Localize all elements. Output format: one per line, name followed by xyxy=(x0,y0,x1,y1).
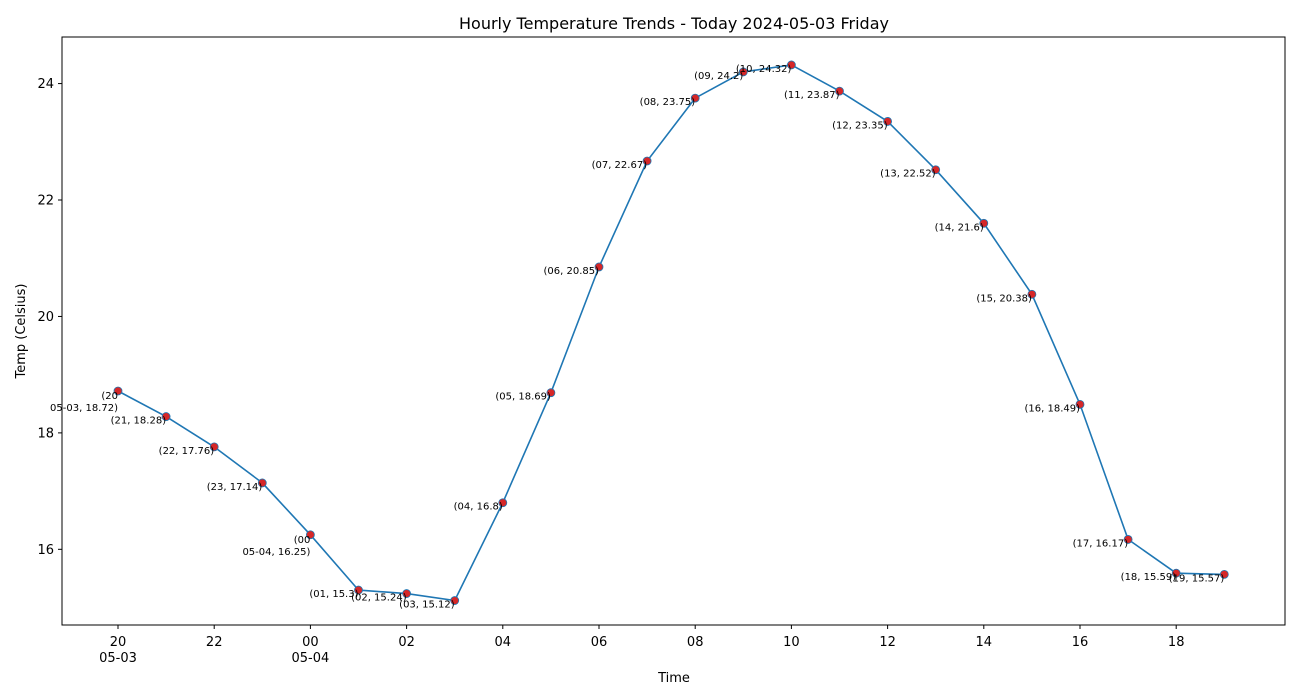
data-label: (20 05-03, 18.72) xyxy=(50,391,118,414)
data-label: (09, 24.2) xyxy=(694,71,743,82)
data-point xyxy=(546,388,556,398)
x-tick-label: 10 xyxy=(783,635,800,650)
data-label: (07, 22.67) xyxy=(592,160,648,171)
data-label: (12, 23.35) xyxy=(832,120,888,131)
data-label: (05, 18.69) xyxy=(495,392,551,403)
data-point xyxy=(354,585,363,595)
data-label: (08, 23.75) xyxy=(640,97,696,108)
y-tick-label: 18 xyxy=(37,426,54,441)
data-point xyxy=(209,442,219,452)
x-tick-label: 06 xyxy=(591,635,608,650)
x-tick-label: 04 xyxy=(495,635,512,650)
data-label: (03, 15.12) xyxy=(399,600,455,611)
data-point xyxy=(1123,535,1133,544)
x-tick-label: 14 xyxy=(976,635,993,650)
data-point xyxy=(305,530,315,540)
data-label: (14, 21.6) xyxy=(935,222,984,233)
data-point xyxy=(835,86,844,96)
data-points xyxy=(113,60,1229,605)
x-tick-label: 02 xyxy=(398,635,415,650)
data-label: (04, 16.8) xyxy=(454,502,503,513)
x-tick-label: 00 xyxy=(302,635,319,650)
data-label: (13, 22.52) xyxy=(880,169,936,180)
data-label: (19, 15.57) xyxy=(1169,573,1225,584)
data-label: (21, 18.28) xyxy=(111,416,167,427)
y-tick-label: 16 xyxy=(37,543,54,558)
data-label: (10, 24.32) xyxy=(736,64,792,75)
x-tick-label: 08 xyxy=(687,635,704,650)
data-label: (00 05-04, 16.25) xyxy=(242,535,310,558)
y-tick-label: 22 xyxy=(37,194,54,209)
x-tick-label: 12 xyxy=(879,635,896,650)
y-tick-label: 20 xyxy=(37,310,54,325)
data-label: (15, 20.38) xyxy=(976,293,1032,304)
x-axis-label: Time xyxy=(657,671,690,686)
data-point xyxy=(450,596,460,605)
y-tick-label: 24 xyxy=(37,77,54,92)
data-point xyxy=(642,156,652,166)
data-point xyxy=(594,262,604,272)
data-point xyxy=(498,498,508,508)
y-axis: 16 18 20 22 24 xyxy=(37,77,62,558)
data-point xyxy=(1219,569,1229,579)
series-line xyxy=(117,64,1225,602)
data-label: (06, 20.85) xyxy=(543,266,599,277)
x-tick-sublabel: 05-03 xyxy=(99,651,137,666)
data-label: (02, 15.24) xyxy=(351,593,407,604)
data-point xyxy=(787,60,796,70)
data-labels: (20 05-03, 18.72) (21, 18.28) (22, 17.76) (2… xyxy=(50,64,1224,611)
x-tick-label: 18 xyxy=(1168,635,1185,650)
data-point xyxy=(738,67,748,77)
data-label: (17, 16.17) xyxy=(1073,538,1129,549)
data-point xyxy=(161,412,171,421)
data-label: (18, 15.59) xyxy=(1121,572,1177,583)
x-tick-label: 22 xyxy=(206,635,223,650)
data-label: (22, 17.76) xyxy=(159,446,215,457)
y-axis-label: Temp (Celsius) xyxy=(14,283,29,379)
plot-area xyxy=(61,36,1286,626)
data-label: (23, 17.14) xyxy=(207,482,263,493)
x-tick-label: 16 xyxy=(1072,635,1089,650)
data-point xyxy=(257,478,267,488)
data-point xyxy=(979,218,989,228)
data-point xyxy=(690,93,700,103)
data-point xyxy=(931,165,941,175)
x-tick-label: 20 xyxy=(110,635,127,650)
data-label: (01, 15.3) xyxy=(309,589,358,600)
data-point xyxy=(1075,399,1085,409)
x-tick-sublabel: 05-04 xyxy=(292,651,330,666)
data-label: (11, 23.87) xyxy=(784,90,840,101)
data-point xyxy=(1171,568,1181,578)
chart-title: Hourly Temperature Trends - Today 2024-0… xyxy=(459,14,889,33)
data-label: (16, 18.49) xyxy=(1024,403,1080,414)
data-point xyxy=(883,117,892,126)
data-point xyxy=(113,386,123,396)
data-point xyxy=(1027,289,1037,299)
data-point xyxy=(402,589,412,598)
